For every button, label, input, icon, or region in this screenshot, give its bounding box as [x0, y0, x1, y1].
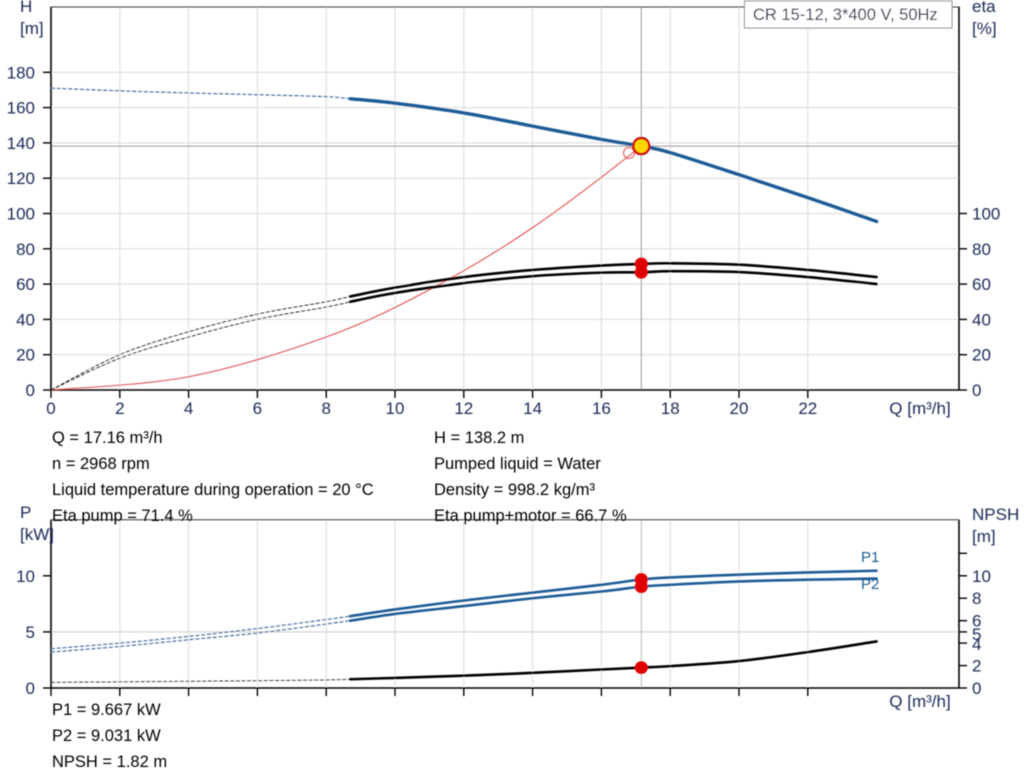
svg-text:P: P: [20, 503, 31, 522]
svg-text:P2 = 9.031 kW: P2 = 9.031 kW: [52, 727, 161, 745]
svg-text:60: 60: [972, 275, 991, 294]
svg-text:22: 22: [798, 399, 817, 418]
svg-text:12: 12: [454, 399, 473, 418]
svg-text:n = 2968 rpm: n = 2968 rpm: [52, 455, 150, 473]
svg-text:Density = 998.2 kg/m³: Density = 998.2 kg/m³: [434, 481, 595, 499]
svg-text:40: 40: [972, 310, 991, 329]
svg-text:16: 16: [592, 399, 611, 418]
svg-text:[%]: [%]: [972, 19, 997, 38]
svg-text:[m]: [m]: [20, 19, 44, 38]
svg-text:0: 0: [972, 381, 981, 400]
svg-text:60: 60: [16, 275, 35, 294]
svg-text:NPSH = 1.82 m: NPSH = 1.82 m: [52, 753, 167, 771]
svg-text:2: 2: [115, 399, 124, 418]
svg-text:Pumped liquid = Water: Pumped liquid = Water: [434, 455, 601, 473]
svg-text:Liquid temperature during oper: Liquid temperature during operation = 20…: [52, 481, 374, 499]
svg-text:H = 138.2 m: H = 138.2 m: [434, 429, 524, 447]
svg-text:180: 180: [7, 63, 35, 82]
svg-text:0: 0: [972, 679, 981, 698]
svg-text:120: 120: [7, 169, 35, 188]
svg-text:0: 0: [26, 679, 35, 698]
svg-text:4: 4: [184, 399, 193, 418]
svg-text:NPSH: NPSH: [972, 505, 1019, 524]
svg-text:80: 80: [972, 240, 991, 259]
svg-text:Q [m³/h]: Q [m³/h]: [889, 399, 950, 418]
svg-text:6: 6: [972, 612, 981, 631]
svg-text:[m]: [m]: [972, 527, 996, 546]
svg-text:8: 8: [321, 399, 330, 418]
svg-text:Eta pump = 71.4 %: Eta pump = 71.4 %: [52, 507, 193, 525]
svg-text:P1: P1: [861, 549, 879, 566]
svg-text:10: 10: [16, 567, 35, 586]
svg-text:140: 140: [7, 134, 35, 153]
svg-text:160: 160: [7, 99, 35, 118]
svg-text:20: 20: [730, 399, 749, 418]
svg-text:5: 5: [26, 623, 35, 642]
svg-text:0: 0: [26, 381, 35, 400]
svg-text:8: 8: [972, 589, 981, 608]
svg-text:18: 18: [661, 399, 680, 418]
svg-text:0: 0: [46, 399, 55, 418]
svg-text:2: 2: [972, 657, 981, 676]
svg-text:14: 14: [523, 399, 542, 418]
svg-text:Eta pump+motor = 66.7 %: Eta pump+motor = 66.7 %: [434, 507, 627, 525]
svg-text:H: H: [20, 0, 32, 16]
svg-text:P2: P2: [861, 576, 879, 593]
svg-text:Q [m³/h]: Q [m³/h]: [889, 692, 950, 711]
svg-text:10: 10: [972, 567, 991, 586]
svg-text:100: 100: [972, 205, 1000, 224]
svg-text:40: 40: [16, 310, 35, 329]
svg-text:P1 = 9.667 kW: P1 = 9.667 kW: [52, 701, 161, 719]
svg-text:CR 15-12, 3*400 V, 50Hz: CR 15-12, 3*400 V, 50Hz: [753, 6, 938, 24]
svg-text:100: 100: [7, 205, 35, 224]
svg-text:eta: eta: [972, 0, 996, 16]
svg-text:10: 10: [386, 399, 405, 418]
svg-text:Q = 17.16 m³/h: Q = 17.16 m³/h: [52, 429, 163, 447]
svg-text:6: 6: [253, 399, 262, 418]
svg-text:80: 80: [16, 240, 35, 259]
svg-text:20: 20: [972, 346, 991, 365]
svg-text:20: 20: [16, 346, 35, 365]
svg-text:[kW]: [kW]: [20, 525, 54, 544]
